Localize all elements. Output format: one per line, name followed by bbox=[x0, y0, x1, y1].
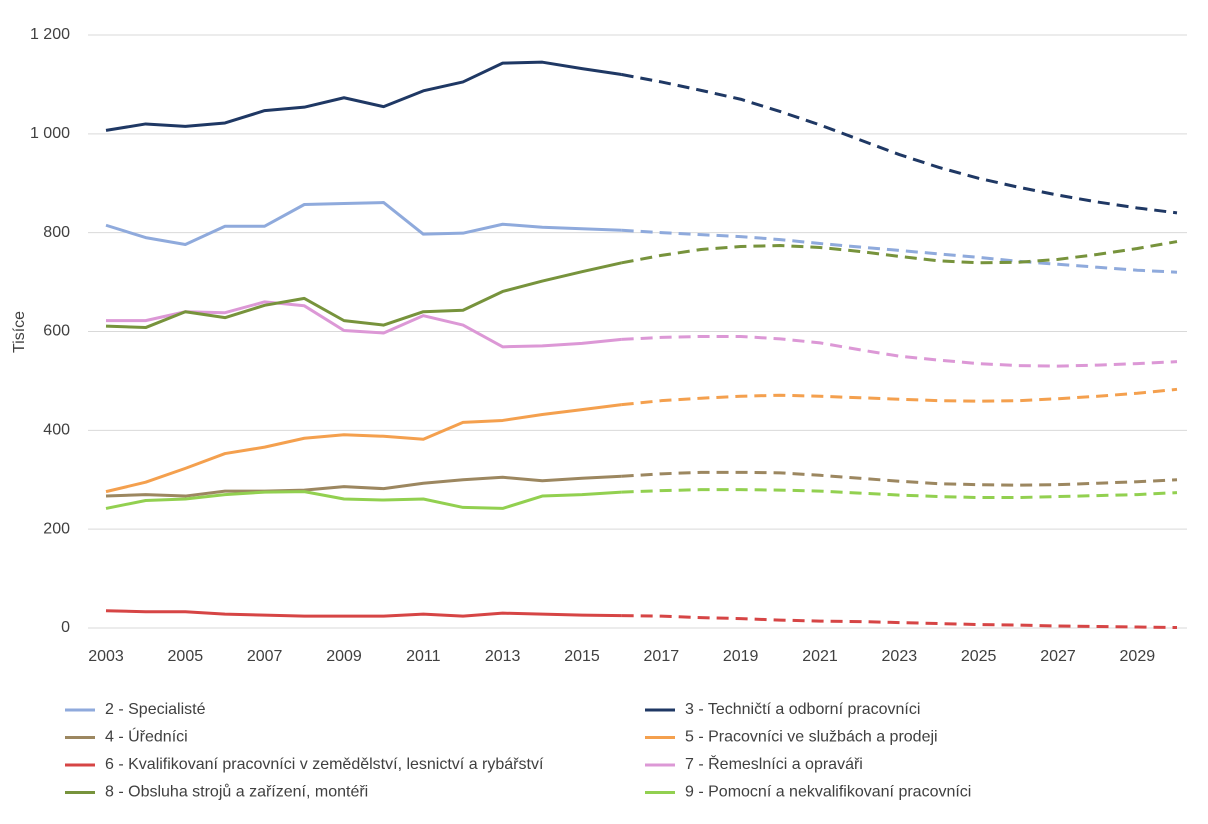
x-tick-label: 2029 bbox=[1120, 648, 1156, 665]
y-tick-label: 400 bbox=[43, 422, 70, 439]
line bbox=[105, 261, 622, 330]
forecast-line bbox=[621, 240, 1178, 265]
line bbox=[105, 609, 622, 618]
forecast-line bbox=[621, 228, 1178, 274]
y-tick-label: 600 bbox=[43, 323, 70, 340]
line bbox=[105, 60, 622, 132]
legend-label: 2 - Specialisté bbox=[105, 701, 206, 718]
x-tick-label: 2025 bbox=[961, 648, 997, 665]
x-tick-label: 2007 bbox=[247, 648, 283, 665]
legend-label: 9 - Pomocní a nekvalifikovaní pracovníci bbox=[685, 784, 971, 801]
x-tick-label: 2019 bbox=[723, 648, 759, 665]
legend-label: 7 - Řemeslníci a opraváři bbox=[685, 754, 863, 773]
x-tick-label: 2013 bbox=[485, 648, 521, 665]
x-tick-label: 2003 bbox=[88, 648, 124, 665]
x-tick-label: 2011 bbox=[406, 648, 441, 665]
forecast-line bbox=[621, 488, 1178, 500]
y-axis-label: Tisíce bbox=[11, 311, 28, 353]
line bbox=[105, 490, 622, 510]
x-tick-label: 2005 bbox=[168, 648, 204, 665]
legend-label: 3 - Techničtí a odborní pracovníci bbox=[685, 701, 920, 718]
forecast-line bbox=[621, 614, 1178, 630]
x-tick-label: 2023 bbox=[882, 648, 918, 665]
line bbox=[105, 403, 622, 494]
forecast-line bbox=[621, 387, 1178, 407]
line bbox=[105, 474, 622, 498]
legend-label: 6 - Kvalifikovaní pracovníci v zemědělst… bbox=[105, 756, 544, 773]
legend-label: 5 - Pracovníci ve službách a prodeji bbox=[685, 729, 938, 746]
x-tick-label: 2027 bbox=[1040, 648, 1076, 665]
x-tick-label: 2017 bbox=[644, 648, 680, 665]
x-tick-label: 2009 bbox=[326, 648, 362, 665]
y-tick-label: 0 bbox=[61, 619, 70, 636]
legend-label: 8 - Obsluha strojů a zařízení, montéři bbox=[105, 783, 368, 801]
y-tick-label: 800 bbox=[43, 224, 70, 241]
x-tick-label: 2015 bbox=[564, 648, 600, 665]
x-tick-label: 2021 bbox=[802, 648, 838, 665]
y-tick-label: 200 bbox=[43, 520, 70, 537]
forecast-line bbox=[621, 73, 1178, 215]
y-tick-label: 1 000 bbox=[30, 125, 70, 142]
line bbox=[105, 201, 622, 247]
forecast-line bbox=[621, 334, 1178, 368]
y-tick-label: 1 200 bbox=[30, 26, 70, 43]
legend-label: 4 - Úředníci bbox=[105, 727, 188, 746]
forecast-line bbox=[621, 470, 1178, 487]
